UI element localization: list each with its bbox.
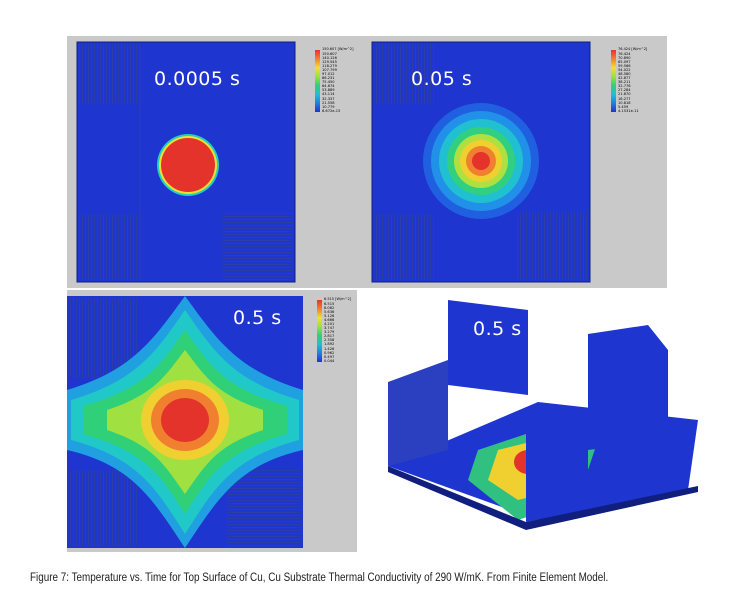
legend-title: 6.515 [W/m^2] — [324, 297, 352, 301]
time-label: 0.5 s — [473, 318, 522, 340]
heatmap-0.0005s — [76, 41, 296, 283]
heatmap-3d-view — [388, 300, 698, 530]
legend-color-bar — [611, 50, 616, 112]
time-label: 0.0005 s — [154, 68, 241, 90]
legend-values: 76.424 70.890 65.097 59.566 54.022 48.58… — [618, 52, 639, 113]
panel-time-0.5s-3d: 0.5 s — [378, 290, 708, 552]
panel-time-0.0005s: 0.0005 s 150.607 [W/m^2] 150.607 140.126… — [67, 36, 367, 288]
legend-values: 150.607 140.126 129.545 118.279 107.799 … — [322, 52, 341, 113]
time-label: 0.5 s — [233, 307, 282, 329]
legend-color-bar — [317, 300, 322, 362]
panel-time-0.5s-top: 0.5 s 6.515 [W/m^2] 6.515 6.082 5.636 5.… — [67, 290, 357, 552]
legend-title: 150.607 [W/m^2] — [322, 47, 354, 51]
legend-values: 6.515 6.082 5.636 5.126 4.666 4.201 3.74… — [324, 302, 335, 363]
legend-title: 76.424 [W/m^2] — [618, 47, 648, 51]
legend-color-bar — [315, 50, 320, 112]
panel-time-0.05s: 0.05 s 76.424 [W/m^2] 76.424 70.890 65.0… — [367, 36, 667, 288]
time-label: 0.05 s — [411, 68, 473, 90]
figure-caption: Figure 7: Temperature vs. Time for Top S… — [30, 572, 609, 584]
heatmap-0.5s — [67, 296, 303, 548]
heatmap-0.05s — [371, 41, 591, 283]
